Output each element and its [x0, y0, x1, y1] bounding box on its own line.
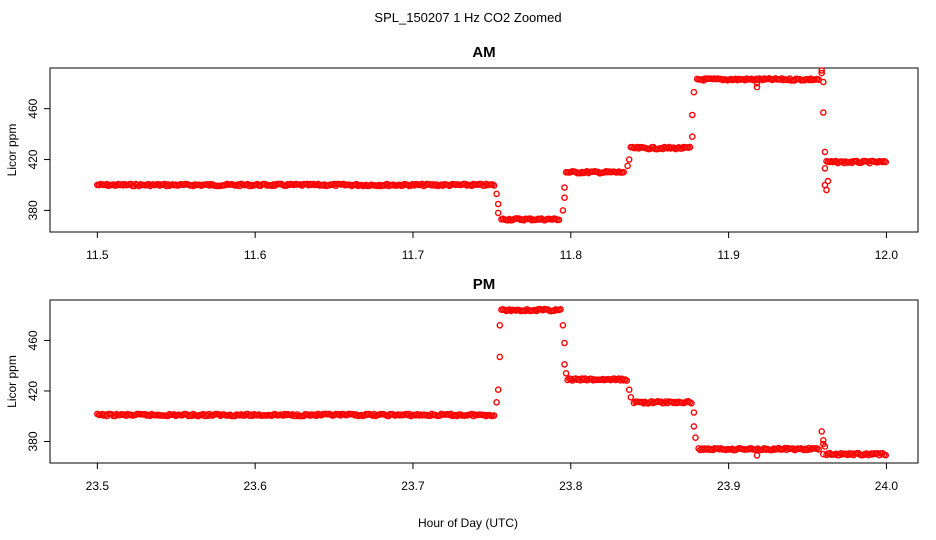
y-tick-label-pm: 420: [26, 381, 40, 401]
x-tick-label-pm: 23.9: [717, 479, 741, 493]
data-point-am: [559, 207, 567, 214]
figure-title: SPL_150207 1 Hz CO2 Zoomed: [374, 10, 561, 25]
data-point-am: [690, 88, 698, 96]
data-point-pm: [559, 321, 567, 329]
y-tick-label-am: 380: [26, 200, 40, 220]
x-tick-label-am: 11.7: [402, 248, 425, 262]
data-point-am: [689, 111, 696, 119]
x-tick-label-pm: 23.6: [243, 479, 267, 493]
data-point-pm: [690, 423, 698, 430]
data-point-pm: [818, 428, 826, 435]
data-point-pm: [493, 398, 500, 406]
data-point-segment-pm: [882, 451, 890, 459]
panel-title-pm: PM: [473, 276, 496, 293]
panel-am: AM Licor ppm 11.5 11.6 11.7 11.8 11.9 12.0 380 42…: [5, 44, 919, 262]
data-point-am: [561, 194, 568, 201]
x-tick-label-am: 12.0: [875, 248, 899, 262]
x-tick-label-am: 11.5: [86, 248, 109, 262]
x-axis-label: Hour of Day (UTC): [418, 516, 518, 530]
data-point-pm: [625, 386, 633, 394]
plot-frame-pm: [49, 299, 919, 464]
x-tick-label-pm: 23.5: [86, 479, 110, 493]
y-axis-label-pm: Licor ppm: [5, 355, 19, 408]
data-point-segment-pm: [623, 377, 631, 384]
panel-pm: PM Licor ppm 23.5 23.6 23.7 23.8 23.9 24.0 380 42…: [5, 276, 919, 493]
data-point-pm: [692, 434, 699, 442]
data-point-am: [820, 109, 827, 116]
data-point-segment-pm: [815, 446, 822, 453]
data-point-pm: [627, 393, 635, 401]
x-tick-label-pm: 24.0: [875, 479, 899, 493]
x-tick-label-am: 11.9: [717, 248, 740, 262]
y-axis-label-am: Licor ppm: [5, 124, 19, 177]
data-point-segment-am: [882, 158, 890, 166]
x-tick-label-pm: 23.8: [559, 479, 583, 493]
data-point-am: [753, 80, 761, 87]
x-tick-label-am: 11.6: [244, 248, 267, 262]
data-point-am: [818, 67, 826, 74]
data-point-am: [689, 133, 696, 140]
data-point-am: [493, 190, 500, 198]
data-point-segment-pm: [557, 305, 564, 313]
data-point-segment-am: [686, 143, 694, 151]
data-point-pm: [562, 369, 570, 377]
y-tick-label-am: 460: [26, 98, 40, 118]
data-point-am: [494, 209, 502, 217]
data-point-pm: [820, 436, 827, 444]
data-point-am: [494, 200, 502, 208]
data-point-am: [625, 156, 633, 163]
data-point-pm: [561, 361, 568, 368]
data-point-pm: [753, 452, 761, 459]
data-point-pm: [820, 450, 827, 458]
y-tick-label-am: 420: [26, 149, 40, 169]
data-point-am: [821, 148, 829, 156]
data-point-pm: [496, 353, 504, 361]
y-tick-label-pm: 380: [26, 431, 40, 451]
data-point-am: [624, 162, 631, 170]
data-point-am: [824, 177, 832, 185]
data-point-segment-am: [555, 216, 563, 224]
data-point-pm: [821, 443, 829, 450]
data-point-pm: [494, 386, 502, 394]
data-point-segment-pm: [490, 412, 498, 419]
data-points-pm: [94, 305, 890, 459]
data-point-am: [753, 83, 761, 91]
data-points-am: [94, 67, 890, 224]
data-point-pm: [496, 321, 504, 329]
data-point-segment-am: [490, 182, 498, 189]
data-point-pm: [561, 339, 568, 347]
data-point-am: [561, 184, 568, 191]
x-tick-label-pm: 23.7: [401, 479, 425, 493]
data-point-am: [818, 69, 826, 77]
data-point-pm: [690, 409, 698, 416]
plot-frame-am: [49, 67, 919, 233]
panel-title-am: AM: [472, 44, 495, 61]
data-point-segment-am: [620, 168, 628, 176]
data-point-segment-pm: [688, 399, 695, 407]
data-point-am: [823, 186, 830, 194]
data-point-am: [821, 165, 829, 172]
y-tick-label-pm: 460: [26, 330, 40, 350]
data-point-am: [820, 78, 827, 86]
x-tick-label-am: 11.8: [560, 248, 583, 262]
